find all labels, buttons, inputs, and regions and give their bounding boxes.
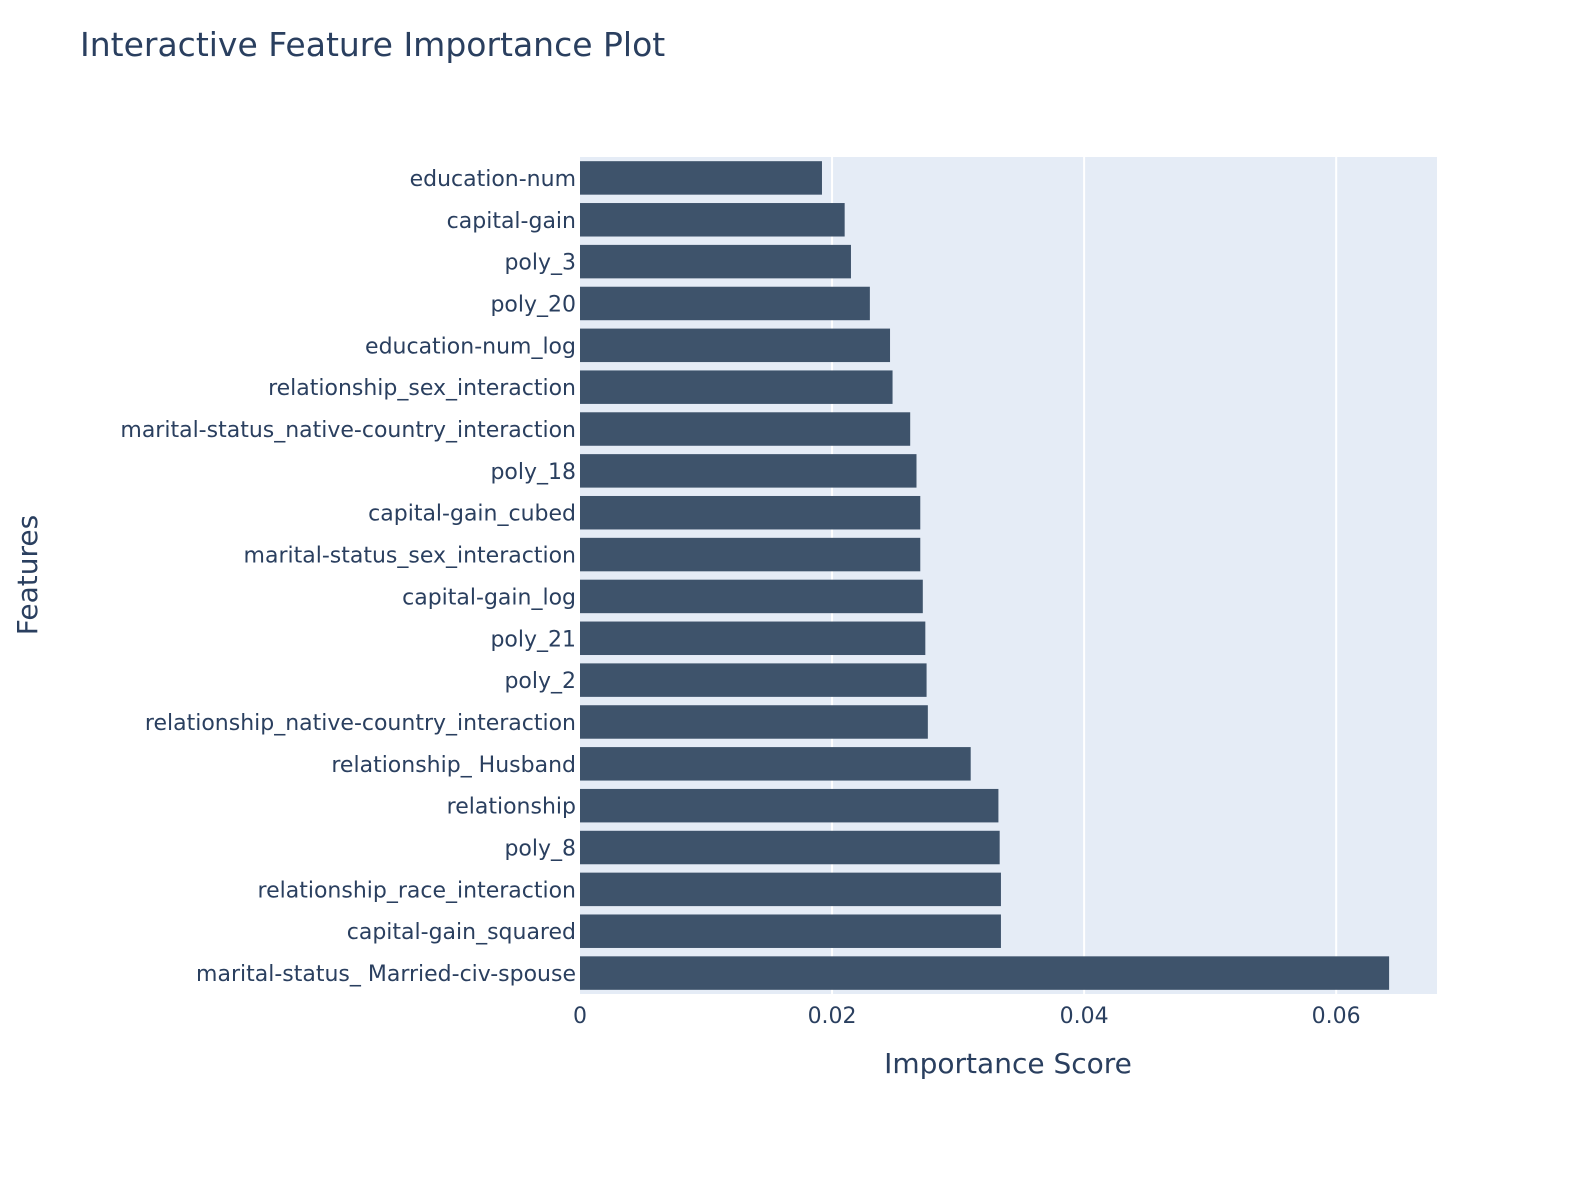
bar-marital-status-married-civ-spouse[interactable] (580, 956, 1390, 990)
bar-poly-18[interactable] (580, 454, 917, 488)
y-tick-label: capital-gain (447, 209, 576, 234)
y-tick-label: capital-gain_squared (347, 920, 576, 945)
y-tick-labels: education-num capital-gain poly_3 poly_20ed… (120, 167, 576, 987)
y-tick-label: poly_21 (490, 627, 576, 652)
bar-capital-gain-cubed[interactable] (580, 495, 921, 530)
bar-poly-21[interactable] (580, 621, 926, 656)
bar-poly-20[interactable] (580, 286, 870, 321)
y-tick-label: poly_8 (504, 837, 576, 862)
y-tick-label: capital-gain_log (402, 585, 576, 610)
bar-poly-3[interactable] (580, 244, 851, 279)
bars (580, 161, 1390, 990)
x-tick-label: 0.02 (808, 1004, 857, 1029)
x-tick-labels: 0 0.02 0.04 0.06 (573, 1004, 1361, 1029)
y-tick-label: relationship (447, 795, 576, 820)
y-tick-label: relationship_race_interaction (258, 878, 576, 903)
y-tick-label: poly_2 (504, 669, 576, 694)
y-tick-label: education-num_log (365, 334, 576, 359)
bar-poly-2[interactable] (580, 663, 927, 697)
plot-background (580, 157, 1437, 994)
y-tick-label: relationship_ Husband (331, 753, 576, 778)
x-axis-title: Importance Score (884, 1047, 1132, 1080)
y-tick-label: relationship_native-country_interaction (145, 711, 576, 736)
y-axis-title: Features (11, 515, 44, 635)
y-tick-label: poly_18 (490, 460, 576, 485)
bar-capital-gain-log[interactable] (580, 579, 923, 614)
bar-poly-8[interactable] (580, 830, 1000, 865)
y-tick-label: relationship_sex_interaction (268, 376, 576, 401)
bar-relationship-husband[interactable] (580, 747, 971, 781)
y-tick-label: marital-status_native-country_interactio… (120, 418, 576, 443)
bar-relationship-native-country-interaction[interactable] (580, 705, 928, 739)
y-tick-label: marital-status_ Married-civ-spouse (196, 962, 576, 987)
y-tick-label: marital-status_sex_interaction (244, 544, 576, 569)
bar-relationship-race-interaction[interactable] (580, 872, 1001, 907)
bar-relationship[interactable] (580, 788, 999, 823)
chart-title: Interactive Feature Importance Plot (80, 25, 665, 64)
x-tick-label: 0.04 (1060, 1004, 1109, 1029)
bar-capital-gain-squared[interactable] (580, 914, 1001, 948)
x-tick-label: 0.06 (1312, 1004, 1361, 1029)
bar-education-num-log[interactable] (580, 328, 891, 363)
bar-marital-status-native-country-interaction[interactable] (580, 412, 911, 446)
y-tick-label: poly_3 (504, 251, 576, 276)
bar-capital-gain[interactable] (580, 203, 845, 237)
bar-education-num[interactable] (580, 161, 822, 195)
y-tick-label: education-num (410, 167, 576, 192)
x-tick-label: 0 (573, 1004, 587, 1029)
y-tick-label: poly_20 (490, 292, 576, 317)
bar-relationship-sex-interaction[interactable] (580, 370, 893, 404)
bar-marital-status-sex-interaction[interactable] (580, 537, 921, 572)
y-tick-label: capital-gain_cubed (368, 502, 576, 527)
